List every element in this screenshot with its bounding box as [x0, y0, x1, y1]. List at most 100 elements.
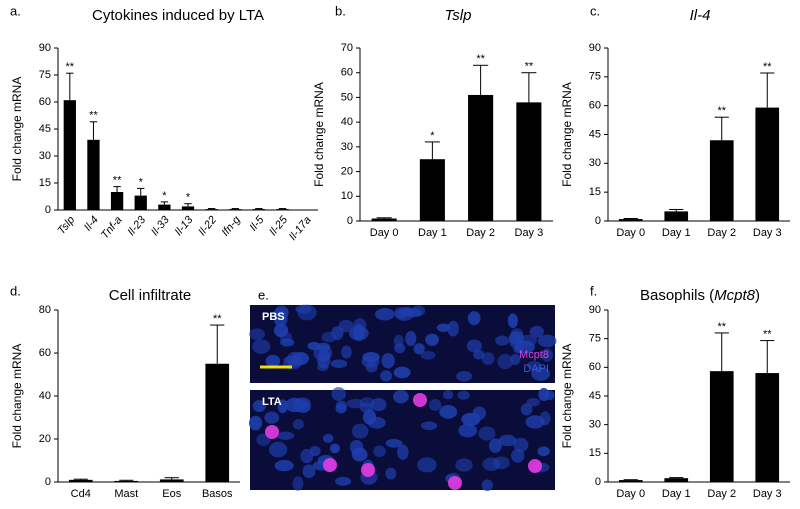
basophil: [528, 459, 542, 473]
significance: **: [717, 105, 726, 117]
significance: **: [476, 53, 485, 65]
basophil: [323, 458, 337, 472]
significance: *: [430, 130, 435, 142]
bar: [276, 209, 289, 210]
nucleus: [510, 328, 524, 339]
x-tick-label: Il-5: [247, 213, 267, 233]
y-axis-label: Fold change mRNA: [10, 344, 24, 449]
chart-title: Basophils (Mcpt8): [640, 287, 760, 304]
bar: [664, 478, 689, 482]
y-tick-label: 30: [589, 157, 601, 169]
bar: [134, 195, 147, 210]
nucleus: [439, 405, 458, 419]
bar: [709, 371, 734, 482]
nucleus: [481, 352, 495, 365]
nucleus: [252, 339, 271, 354]
x-tick-label: Day 3: [515, 227, 544, 239]
y-tick-label: 60: [589, 361, 601, 373]
y-tick-label: 30: [589, 419, 601, 431]
chart-title: Cytokines induced by LTA: [92, 7, 264, 24]
significance: **: [89, 110, 98, 122]
chart-title: Tslp: [445, 7, 472, 24]
nucleus: [385, 438, 403, 448]
nucleus: [417, 457, 437, 473]
legend-entry: DAPI: [523, 363, 549, 375]
bar: [181, 206, 195, 210]
nucleus: [273, 323, 289, 338]
panel-label: c.: [590, 3, 600, 18]
nucleus: [309, 445, 321, 457]
nucleus: [293, 399, 312, 413]
y-tick-label: 45: [39, 123, 51, 135]
nucleus: [510, 448, 525, 463]
nucleus: [370, 398, 387, 412]
nucleus: [473, 349, 485, 360]
y-tick-label: 60: [39, 96, 51, 108]
nucleus: [268, 441, 288, 458]
x-tick-label: Il-13: [173, 213, 197, 238]
nucleus: [252, 399, 266, 412]
nucleus: [380, 370, 392, 382]
basophil: [265, 425, 279, 439]
nucleus: [456, 370, 473, 382]
x-tick-label: Eos: [162, 488, 181, 500]
nucleus: [335, 476, 352, 486]
nucleus: [248, 415, 263, 431]
bar: [114, 480, 139, 482]
significance: **: [763, 328, 772, 340]
bar: [755, 107, 780, 221]
x-tick-label: Day 3: [753, 227, 782, 239]
x-tick-label: Cd4: [71, 488, 91, 500]
x-tick-label: Il-22: [196, 214, 219, 238]
chart-title: Cell infiltrate: [109, 287, 192, 304]
y-tick-label: 80: [39, 304, 51, 316]
nucleus: [302, 464, 316, 479]
nucleus: [513, 437, 529, 453]
nucleus: [455, 458, 473, 472]
nucleus: [273, 311, 288, 327]
significance: **: [763, 61, 772, 73]
x-tick-label: Day 1: [662, 227, 691, 239]
bar: [468, 94, 494, 221]
y-axis-label: Fold change mRNA: [560, 344, 574, 449]
y-tick-label: 15: [589, 186, 601, 198]
nucleus: [295, 304, 312, 314]
significance: **: [525, 61, 534, 73]
significance: *: [162, 190, 167, 202]
nucleus: [249, 328, 265, 340]
y-tick-label: 0: [45, 204, 51, 216]
nucleus: [407, 308, 422, 318]
nucleus: [381, 352, 395, 369]
nucleus: [538, 387, 550, 402]
nucleus: [264, 411, 280, 424]
panel-tag: PBS: [262, 311, 285, 323]
y-tick-label: 50: [341, 91, 353, 103]
y-tick-label: 20: [341, 165, 353, 177]
y-tick-label: 15: [39, 177, 51, 189]
nucleus: [520, 403, 533, 416]
y-tick-label: 60: [589, 100, 601, 112]
panel-label: f.: [590, 283, 597, 298]
y-tick-label: 90: [39, 42, 51, 54]
nucleus: [286, 351, 303, 368]
nucleus: [537, 334, 557, 348]
panel-label: d.: [10, 283, 21, 298]
nucleus: [497, 353, 514, 370]
x-tick-label: Il-4: [82, 214, 101, 233]
y-tick-label: 45: [589, 128, 601, 140]
y-axis-label: Fold change mRNA: [560, 82, 574, 187]
nucleus: [405, 330, 417, 347]
x-tick-label: Day 2: [707, 227, 736, 239]
y-tick-label: 30: [341, 141, 353, 153]
y-tick-label: 0: [45, 476, 51, 488]
x-tick-label: Day 1: [418, 227, 447, 239]
y-tick-label: 40: [39, 390, 51, 402]
nucleus: [375, 308, 395, 321]
bar: [516, 102, 542, 221]
y-tick-label: 75: [589, 333, 601, 345]
y-tick-label: 75: [589, 71, 601, 83]
y-tick-label: 45: [589, 390, 601, 402]
nucleus: [349, 439, 364, 455]
nucleus: [482, 457, 501, 472]
bar: [252, 209, 266, 210]
